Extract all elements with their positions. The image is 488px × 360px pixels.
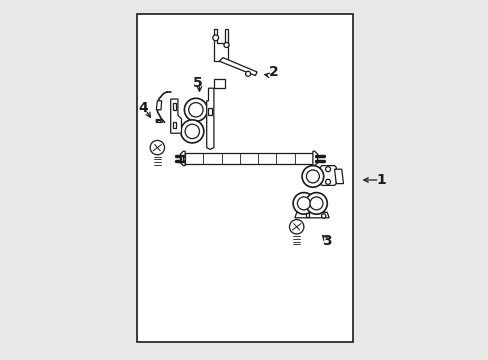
Polygon shape	[185, 153, 312, 164]
Bar	[172, 122, 176, 128]
Polygon shape	[156, 101, 162, 110]
Circle shape	[212, 35, 218, 41]
Circle shape	[150, 140, 164, 155]
Polygon shape	[206, 88, 213, 149]
Polygon shape	[219, 58, 257, 76]
Circle shape	[305, 193, 326, 214]
Bar	[306, 213, 309, 217]
Circle shape	[292, 193, 314, 214]
Polygon shape	[156, 120, 162, 122]
Circle shape	[302, 166, 323, 187]
Polygon shape	[294, 212, 328, 218]
Polygon shape	[213, 79, 224, 88]
Circle shape	[181, 120, 203, 143]
Polygon shape	[320, 166, 336, 185]
Polygon shape	[312, 151, 317, 166]
Bar	[181, 156, 183, 161]
Bar	[136, 14, 352, 342]
Text: 2: 2	[268, 65, 278, 79]
Circle shape	[224, 42, 228, 48]
Circle shape	[245, 71, 250, 76]
Circle shape	[188, 103, 203, 117]
Circle shape	[185, 124, 199, 139]
Text: 1: 1	[376, 173, 386, 187]
Polygon shape	[213, 29, 228, 61]
Bar	[208, 108, 212, 115]
Circle shape	[325, 167, 330, 172]
Text: 4: 4	[139, 101, 148, 115]
Circle shape	[321, 214, 325, 218]
Circle shape	[297, 197, 310, 210]
Circle shape	[325, 179, 330, 184]
Bar	[157, 120, 160, 122]
Polygon shape	[180, 151, 185, 166]
Circle shape	[184, 98, 207, 121]
Text: 3: 3	[322, 234, 331, 248]
Circle shape	[289, 220, 303, 234]
Bar	[172, 103, 176, 110]
Polygon shape	[334, 169, 343, 184]
Polygon shape	[170, 99, 181, 133]
Text: 5: 5	[192, 76, 202, 90]
Circle shape	[309, 197, 322, 210]
Circle shape	[306, 170, 319, 183]
